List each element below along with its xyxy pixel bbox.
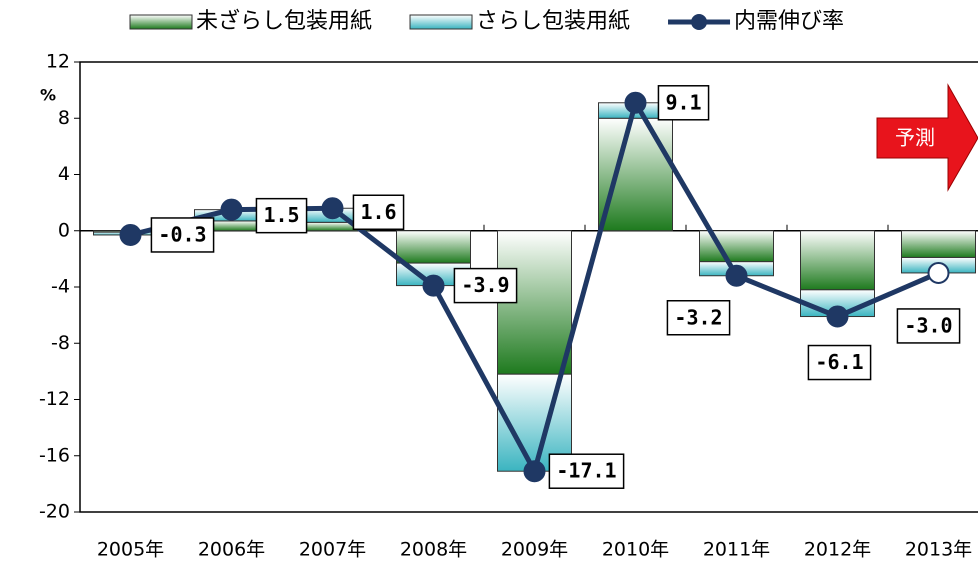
annotation: 予測 [895, 126, 935, 150]
data-label-box: -0.3 [150, 217, 215, 253]
x-tick-label: 2006年 [198, 539, 265, 561]
bar [800, 230, 875, 291]
y-tick-label: 12 [46, 51, 70, 73]
x-tick-label: 2005年 [97, 539, 164, 561]
line-point [624, 91, 647, 114]
label-frame [453, 267, 518, 304]
data-label-box: 9.1 [657, 85, 710, 121]
bar [901, 230, 976, 258]
line-point [422, 274, 445, 297]
label-frame [255, 197, 308, 234]
legend-swatch [409, 14, 473, 30]
label-frame [548, 453, 625, 489]
bar [396, 230, 471, 264]
x-tick-label: 2008年 [400, 539, 467, 561]
y-tick-label: 4 [58, 163, 70, 185]
line-point [826, 305, 849, 328]
y-tick-label: -16 [39, 444, 70, 466]
data-label-box: -6.1 [807, 344, 872, 381]
x-tick-label: 2012年 [804, 539, 871, 561]
line-point [927, 261, 950, 284]
legend-label: 未ざらし包装用紙 [196, 8, 372, 34]
legend-label: 内需伸び率 [734, 9, 844, 34]
x-tick-label: 2010年 [602, 539, 669, 561]
data-label: 9.1 [665, 90, 701, 114]
forecast-arrow: 予測 [876, 83, 978, 192]
data-label-box: 1.5 [255, 197, 308, 234]
y-tick-label: 8 [58, 107, 70, 129]
data-label: -3.9 [461, 273, 509, 297]
data-label-box: -3.0 [896, 308, 961, 344]
y-tick-label: 0 [58, 219, 70, 241]
x-tick-label: 2011年 [703, 539, 770, 561]
y-tick-label: -4 [51, 276, 70, 298]
y-tick-label: -12 [39, 388, 70, 410]
data-label: 1.5 [263, 203, 299, 227]
data-label-box: -3.9 [453, 267, 518, 304]
data-label: -6.1 [815, 350, 863, 374]
legend-dot [691, 14, 708, 30]
x-tick-label: 2013年 [905, 539, 972, 561]
legend-label: さらし包装用紙 [476, 9, 630, 34]
label-frame [896, 308, 961, 344]
data-label-box: -3.2 [666, 300, 731, 336]
data-label: -3.2 [674, 305, 722, 329]
data-label: -3.0 [904, 313, 952, 337]
bar [598, 117, 673, 232]
data-label-box: 1.6 [352, 194, 405, 230]
label-frame [150, 217, 215, 253]
line-point [119, 223, 142, 246]
data-label: -17.1 [556, 459, 616, 483]
y-tick-label: -20 [39, 501, 70, 523]
line-point [725, 264, 748, 287]
line-point [523, 460, 546, 483]
data-label: -0.3 [158, 222, 206, 246]
bar [497, 230, 572, 375]
line-point [220, 198, 243, 221]
data-label-box: -17.1 [548, 453, 625, 489]
y-tick-label: -8 [51, 332, 70, 354]
y-unit: % [40, 86, 56, 105]
data-label: 1.6 [360, 200, 396, 224]
x-tick-label: 2009年 [501, 539, 568, 561]
label-frame [352, 194, 405, 230]
label-frame [666, 300, 731, 336]
x-tick-label: 2007年 [299, 539, 366, 561]
line-point [321, 197, 344, 220]
legend-swatch [129, 14, 193, 30]
label-frame [657, 85, 710, 121]
label-frame [807, 344, 872, 381]
